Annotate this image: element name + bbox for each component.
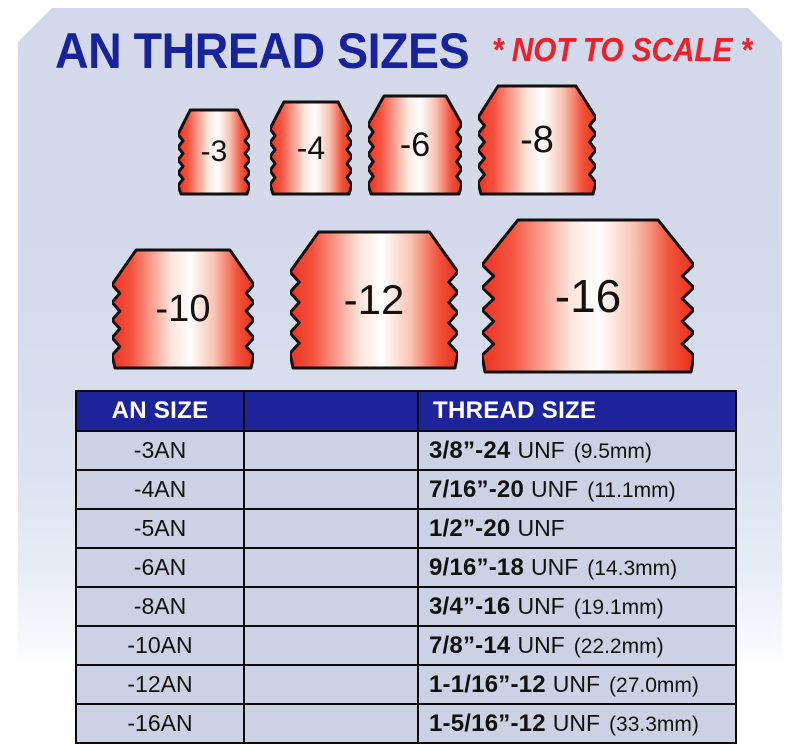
thread-fraction: 7/16”-20 [429, 475, 524, 503]
thread-metric: (14.3mm) [587, 556, 678, 580]
fitting-shape-dash6: -6 [368, 94, 462, 196]
cell-thread-size: 7/16”-20 UNF (11.1mm) [417, 469, 737, 510]
fitting-body [368, 94, 462, 196]
thread-standard: UNF [531, 475, 579, 502]
thread-fraction: 1-5/16”-12 [429, 709, 546, 737]
cell-spacer [243, 547, 419, 588]
fitting-body [290, 230, 458, 370]
thread-standard: UNF [552, 670, 601, 697]
thread-size-table-wrapper: AN SIZE THREAD SIZE -3AN 3/8”-24 UNF (9.5mm… [75, 390, 737, 744]
thread-standard: UNF [517, 631, 565, 658]
thread-metric: (19.1mm) [573, 595, 664, 619]
column-header-thread-size: THREAD SIZE [417, 390, 737, 432]
cell-an-size: -4AN [75, 469, 245, 510]
cell-an-size: -8AN [75, 586, 245, 627]
table-row: -16AN 1-5/16”-12 UNF (33.3mm) [75, 703, 737, 744]
cell-thread-size: 7/8”-14 UNF (22.2mm) [417, 625, 737, 666]
thread-fraction: 3/8”-24 [429, 436, 511, 464]
table-header: AN SIZE THREAD SIZE [75, 390, 737, 432]
thread-metric: (27.0mm) [609, 673, 699, 697]
fitting-shape-dash3: -3 [178, 108, 250, 196]
thread-standard: UNF [552, 709, 601, 736]
thread-standard: UNF [517, 436, 565, 463]
fitting-body [178, 108, 250, 196]
cell-an-size: -16AN [75, 703, 245, 744]
fitting-shape-dash12: -12 [290, 230, 458, 370]
cell-an-size: -10AN [75, 625, 245, 666]
thread-fraction: 9/16”-18 [429, 553, 524, 581]
cell-spacer [243, 703, 419, 744]
cell-spacer [243, 430, 419, 471]
cell-thread-size: 1-1/16”-12 UNF (27.0mm) [417, 664, 737, 705]
column-header-an-size: AN SIZE [75, 390, 245, 432]
cell-an-size: -6AN [75, 547, 245, 588]
cell-an-size: -5AN [75, 508, 245, 549]
table-row: -5AN 1/2”-20 UNF [75, 508, 737, 549]
cell-spacer [243, 625, 419, 666]
thread-metric: (11.1mm) [587, 478, 676, 502]
header: AN THREAD SIZES * NOT TO SCALE * [0, 22, 800, 84]
table-header-row: AN SIZE THREAD SIZE [75, 390, 737, 432]
thread-fraction: 7/8”-14 [429, 631, 511, 659]
fitting-shape-dash8: -8 [478, 84, 596, 196]
fitting-body [270, 100, 352, 196]
table-row: -3AN 3/8”-24 UNF (9.5mm) [75, 430, 737, 471]
cell-spacer [243, 508, 419, 549]
table-row: -4AN 7/16”-20 UNF (11.1mm) [75, 469, 737, 510]
thread-standard: UNF [531, 553, 579, 580]
fitting-shape-dash16: -16 [482, 218, 694, 374]
table-row: -12AN 1-1/16”-12 UNF (27.0mm) [75, 664, 737, 705]
thread-fraction: 1/2”-20 [429, 514, 511, 542]
cell-thread-size: 1/2”-20 UNF [417, 508, 737, 549]
thread-metric: (22.2mm) [573, 634, 664, 658]
fitting-body [112, 248, 254, 370]
not-to-scale-note: * NOT TO SCALE * [492, 31, 753, 68]
cell-spacer [243, 586, 419, 627]
cell-thread-size: 9/16”-18 UNF (14.3mm) [417, 547, 737, 588]
column-header-spacer [243, 390, 419, 432]
fitting-body [478, 84, 596, 196]
cell-an-size: -3AN [75, 430, 245, 471]
cell-thread-size: 1-5/16”-12 UNF (33.3mm) [417, 703, 737, 744]
thread-fraction: 3/4”-16 [429, 592, 511, 620]
cell-thread-size: 3/8”-24 UNF (9.5mm) [417, 430, 737, 471]
thread-metric: (33.3mm) [609, 712, 699, 736]
cell-spacer [243, 469, 419, 510]
fitting-shape-dash10: -10 [112, 248, 254, 370]
page-title: AN THREAD SIZES [55, 23, 470, 79]
cell-thread-size: 3/4”-16 UNF (19.1mm) [417, 586, 737, 627]
table-row: -8AN 3/4”-16 UNF (19.1mm) [75, 586, 737, 627]
fitting-body [482, 218, 694, 374]
thread-standard: UNF [517, 514, 565, 541]
fitting-shape-dash4: -4 [270, 100, 352, 196]
thread-size-table: AN SIZE THREAD SIZE -3AN 3/8”-24 UNF (9.5mm… [75, 390, 737, 744]
thread-metric: (9.5mm) [573, 439, 652, 463]
thread-fraction: 1-1/16”-12 [429, 670, 546, 698]
cell-an-size: -12AN [75, 664, 245, 705]
cell-spacer [243, 664, 419, 705]
table-row: -6AN 9/16”-18 UNF (14.3mm) [75, 547, 737, 588]
table-row: -10AN 7/8”-14 UNF (22.2mm) [75, 625, 737, 666]
table-body: -3AN 3/8”-24 UNF (9.5mm) -4AN 7/16”-20 UNF (11.… [75, 430, 737, 744]
thread-standard: UNF [517, 592, 565, 619]
